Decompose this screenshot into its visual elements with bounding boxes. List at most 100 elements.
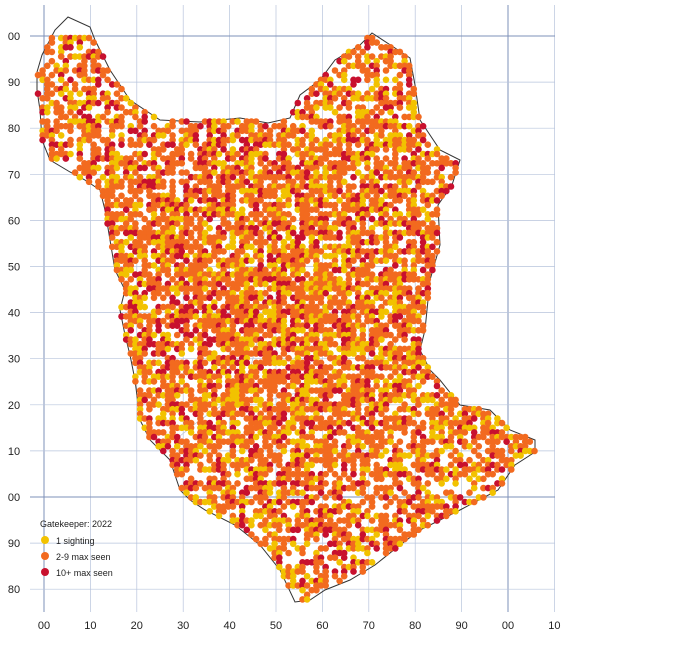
sighting-marker [160, 197, 167, 204]
sighting-marker [48, 155, 56, 162]
sighting-marker [308, 155, 316, 162]
sighting-marker [289, 243, 297, 251]
sighting-marker [169, 317, 176, 325]
sighting-marker [160, 132, 167, 139]
sighting-marker [136, 276, 144, 283]
sighting-marker [224, 498, 232, 506]
sighting-marker [173, 405, 181, 413]
sighting-marker [289, 484, 297, 492]
sighting-marker [299, 521, 306, 529]
sighting-marker [44, 122, 51, 130]
sighting-marker [178, 327, 186, 334]
sighting-marker [206, 313, 213, 320]
sighting-marker [150, 331, 158, 339]
sighting-marker [146, 340, 153, 348]
sighting-marker [280, 118, 288, 125]
sighting-marker [271, 456, 278, 464]
sighting-marker [415, 113, 422, 121]
sighting-marker [192, 359, 200, 367]
sighting-marker [238, 206, 246, 213]
sighting-marker [146, 136, 153, 144]
sighting-marker [271, 308, 278, 316]
sighting-marker [262, 350, 269, 357]
sighting-marker [164, 257, 172, 265]
sighting-marker [211, 141, 218, 148]
sighting-marker [303, 211, 311, 218]
sighting-marker [262, 540, 269, 548]
sighting-marker [206, 266, 213, 274]
sighting-marker [90, 62, 97, 70]
sighting-marker [206, 294, 213, 302]
sighting-marker [508, 466, 515, 473]
sighting-marker [280, 285, 288, 292]
sighting-marker [234, 257, 241, 265]
sighting-marker [53, 108, 60, 116]
sighting-marker [229, 289, 237, 297]
sighting-marker [183, 489, 190, 497]
sighting-marker [136, 201, 144, 209]
sighting-marker [364, 549, 371, 557]
sighting-marker [211, 443, 218, 450]
sighting-marker [136, 243, 144, 251]
sighting-marker [164, 438, 172, 446]
sighting-marker [340, 178, 348, 186]
sighting-marker [146, 276, 153, 283]
sighting-marker [155, 215, 162, 223]
sighting-marker [201, 345, 209, 353]
sighting-marker [206, 271, 213, 278]
sighting-marker [44, 108, 51, 116]
sighting-marker [146, 234, 153, 241]
sighting-marker [206, 206, 213, 213]
sighting-marker [303, 526, 311, 534]
sighting-marker [183, 313, 190, 320]
sighting-marker [136, 164, 144, 172]
sighting-marker [248, 424, 255, 432]
sighting-marker [340, 429, 348, 436]
sighting-marker [220, 364, 227, 371]
sighting-marker [113, 99, 121, 107]
sighting-marker [280, 345, 288, 353]
sighting-marker [150, 429, 158, 436]
sighting-marker [155, 229, 162, 237]
sighting-marker [340, 169, 348, 176]
sighting-marker [155, 197, 162, 204]
sighting-marker [429, 266, 436, 274]
sighting-marker [183, 364, 190, 371]
sighting-marker [229, 211, 237, 218]
sighting-marker [294, 498, 302, 506]
sighting-marker [183, 331, 190, 339]
sighting-marker [197, 419, 204, 427]
sighting-marker [234, 336, 241, 343]
sighting-marker [127, 340, 135, 348]
sighting-marker [122, 271, 130, 278]
sighting-marker [211, 392, 218, 399]
sighting-marker [280, 568, 288, 575]
sighting-marker [387, 498, 394, 506]
sighting-marker [382, 67, 390, 74]
sighting-marker [104, 183, 111, 190]
sighting-marker [224, 280, 232, 288]
sighting-marker [197, 289, 204, 297]
sighting-marker [183, 401, 190, 408]
sighting-marker [262, 419, 269, 427]
sighting-marker [201, 211, 209, 218]
sighting-marker [178, 345, 186, 353]
sighting-marker [285, 563, 292, 571]
sighting-marker [132, 248, 139, 255]
sighting-marker [303, 285, 311, 292]
sighting-marker [224, 197, 232, 204]
sighting-marker [271, 229, 278, 237]
sighting-marker [276, 289, 283, 297]
sighting-marker [308, 183, 316, 190]
sighting-marker [285, 155, 292, 162]
sighting-marker [438, 387, 446, 394]
sighting-marker [289, 187, 297, 195]
sighting-marker [248, 396, 255, 404]
sighting-marker [280, 136, 288, 144]
sighting-marker [229, 359, 237, 367]
sighting-marker [299, 243, 306, 251]
sighting-marker [211, 243, 218, 251]
sighting-marker [57, 108, 65, 116]
sighting-marker [289, 438, 297, 446]
sighting-marker [340, 382, 348, 390]
